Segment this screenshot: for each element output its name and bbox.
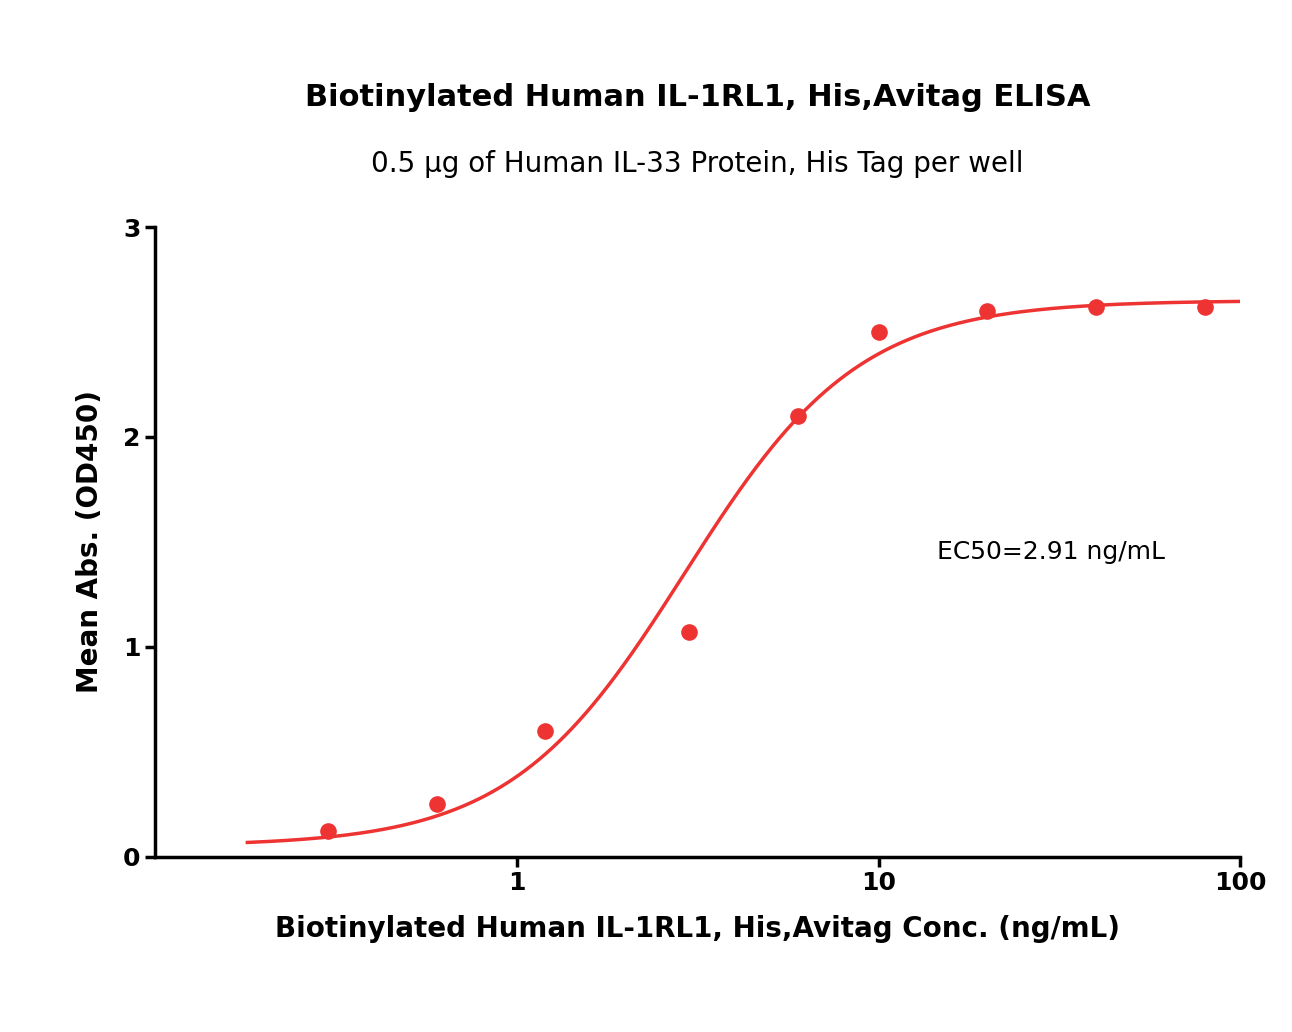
X-axis label: Biotinylated Human IL-1RL1, His,Avitag Conc. (ng/mL): Biotinylated Human IL-1RL1, His,Avitag C…	[275, 914, 1120, 942]
Point	[426, 796, 447, 812]
Point	[680, 623, 700, 640]
Text: Biotinylated Human IL-1RL1, His,Avitag ELISA: Biotinylated Human IL-1RL1, His,Avitag E…	[305, 83, 1090, 111]
Point	[1087, 298, 1107, 315]
Y-axis label: Mean Abs. (OD450): Mean Abs. (OD450)	[75, 390, 103, 694]
Text: EC50=2.91 ng/mL: EC50=2.91 ng/mL	[937, 541, 1165, 565]
Point	[1195, 298, 1216, 315]
Point	[788, 408, 809, 424]
Text: 0.5 μg of Human IL-33 Protein, His Tag per well: 0.5 μg of Human IL-33 Protein, His Tag p…	[371, 150, 1025, 178]
Point	[318, 824, 339, 840]
Point	[977, 302, 997, 319]
Point	[535, 722, 556, 739]
Point	[868, 324, 889, 341]
